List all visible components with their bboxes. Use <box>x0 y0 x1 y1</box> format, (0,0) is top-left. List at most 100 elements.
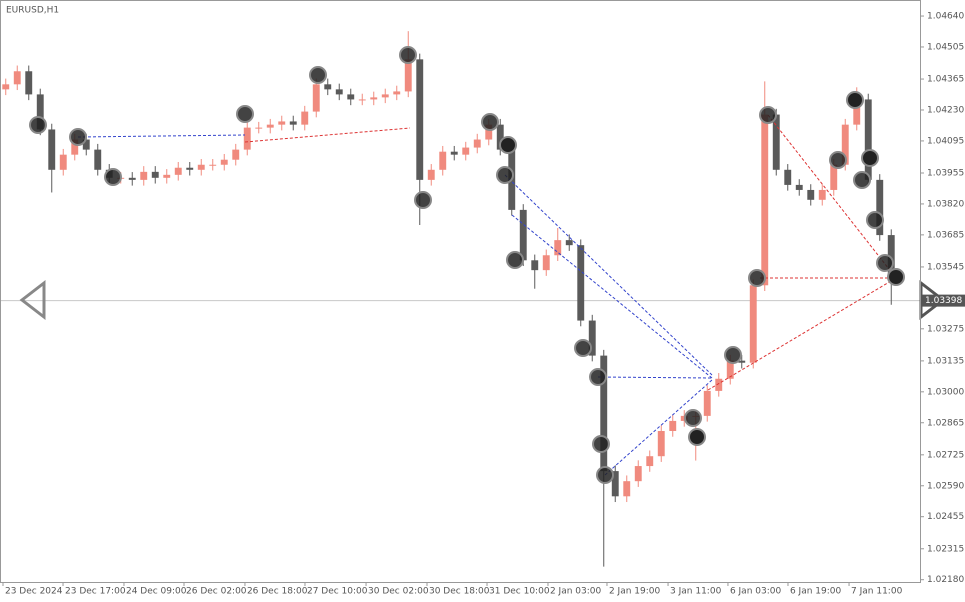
candle-body <box>36 94 44 130</box>
trade-marker <box>399 46 417 64</box>
trade-marker <box>574 339 592 357</box>
y-tick-label: 1.02455 <box>927 512 964 522</box>
trade-line <box>511 214 713 379</box>
y-tick-label: 1.03545 <box>927 262 964 272</box>
x-tick-label: 6 Jan 03:00 <box>730 587 782 597</box>
scroll-left[interactable] <box>19 279 46 321</box>
current-price-label: 1.03398 <box>925 296 962 306</box>
x-tick-label: 26 Dec 02:00 <box>186 587 247 597</box>
y-tick-label: 1.02590 <box>927 481 964 491</box>
y-tick-label: 1.04505 <box>927 42 964 52</box>
candle-body <box>197 164 205 170</box>
candle-body <box>163 174 171 178</box>
candle-body <box>347 94 355 100</box>
trade-line <box>504 174 713 376</box>
candle-body <box>784 169 792 185</box>
candle-body <box>749 285 757 363</box>
candle-body <box>128 177 136 180</box>
trade-marker <box>309 66 327 84</box>
x-tick-label: 26 Dec 18:00 <box>247 587 308 597</box>
candle-body <box>519 209 527 261</box>
x-tick-label: 2 Jan 03:00 <box>550 587 602 597</box>
y-tick-label: 1.02725 <box>927 450 964 460</box>
trade-marker <box>496 166 514 184</box>
candle-body <box>450 151 458 155</box>
candle-body <box>174 167 182 175</box>
candle-body <box>255 127 263 129</box>
trade-marker <box>414 191 432 209</box>
trade-markers <box>29 46 905 484</box>
trade-line <box>597 376 713 379</box>
trade-marker <box>506 251 524 269</box>
trade-marker <box>688 428 706 446</box>
trade-marker <box>759 106 777 124</box>
candle-body <box>243 127 251 150</box>
x-tick-label: 2 Jan 19:00 <box>609 587 661 597</box>
candle-body <box>646 456 654 467</box>
y-tick-label: 1.03955 <box>927 168 964 178</box>
y-tick-label: 1.03820 <box>927 199 964 209</box>
candle-body <box>531 260 539 271</box>
candle-body <box>71 139 79 155</box>
candle-body <box>853 99 861 125</box>
candle-body <box>232 149 240 160</box>
trade-marker <box>236 105 254 123</box>
trade-line <box>244 127 411 143</box>
x-tick-label: 27 Dec 10:00 <box>307 587 368 597</box>
candle-body <box>830 164 838 190</box>
candle-body <box>818 189 826 200</box>
y-tick-label: 1.02865 <box>927 418 964 428</box>
candle-body <box>876 179 884 236</box>
candle-body <box>657 431 665 457</box>
x-tick-label: 30 Dec 02:00 <box>368 587 429 597</box>
trade-marker <box>724 346 742 364</box>
candle-body <box>496 124 504 150</box>
candle-body <box>220 159 228 165</box>
trade-line <box>707 277 897 391</box>
candle-body <box>542 255 550 271</box>
trade-marker <box>684 409 702 427</box>
candle-body <box>312 84 320 112</box>
candle-body <box>82 139 90 150</box>
chart-title: EURUSD,H1 <box>6 6 59 16</box>
y-tick-label: 1.04095 <box>927 136 964 146</box>
candle-body <box>427 169 435 180</box>
candle-body <box>289 121 297 125</box>
candle-body <box>370 97 378 100</box>
trade-line <box>77 134 246 138</box>
candle-body <box>335 89 343 95</box>
trade-marker <box>829 151 847 169</box>
y-tick-label: 1.03275 <box>927 324 964 334</box>
candle-body <box>623 481 631 497</box>
x-tick-label: 3 Jan 11:00 <box>670 587 722 597</box>
candle-body <box>25 71 33 95</box>
y-tick-label: 1.03000 <box>927 387 964 397</box>
x-tick-label: 23 Dec 2024 <box>5 587 63 597</box>
y-tick-label: 1.04230 <box>927 105 964 115</box>
candle-body <box>404 59 412 92</box>
candle-body <box>703 390 711 416</box>
trade-line <box>604 379 713 476</box>
candle-body <box>151 171 159 178</box>
candle-body <box>795 184 803 190</box>
y-tick-label: 1.04365 <box>927 75 964 85</box>
candle-body <box>577 245 585 321</box>
x-tick-label: 7 Jan 11:00 <box>851 587 903 597</box>
trade-marker <box>69 128 87 146</box>
candle-body <box>554 240 562 256</box>
x-tick-label: 24 Dec 09:00 <box>126 587 187 597</box>
candle-body <box>841 124 849 165</box>
candle-body <box>565 240 573 246</box>
trade-marker <box>481 113 499 131</box>
candle-body <box>738 360 746 363</box>
y-tick-label: 1.04640 <box>927 12 964 22</box>
trade-marker <box>29 116 47 134</box>
current-price-box <box>921 294 965 307</box>
candle-body <box>48 129 56 170</box>
candle-body <box>600 355 608 472</box>
candle-body <box>416 59 424 180</box>
candle-body <box>358 99 366 101</box>
plot-frame <box>0 0 921 583</box>
candle-body <box>140 171 148 180</box>
